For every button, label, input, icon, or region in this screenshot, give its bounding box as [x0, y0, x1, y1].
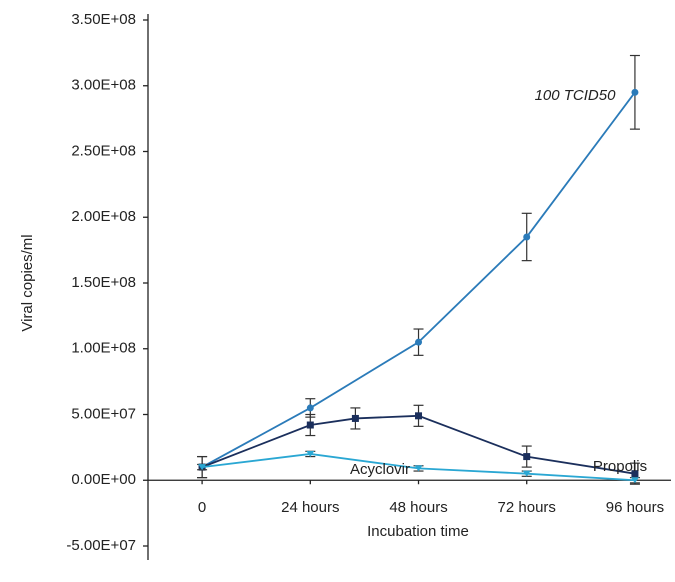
y-tick-label: 3.00E+08	[71, 77, 136, 94]
x-tick-label: 0	[198, 499, 206, 516]
point	[631, 88, 639, 96]
x-tick-label: 96 hours	[606, 499, 664, 516]
point	[414, 465, 423, 472]
y-tick-label: 3.50E+08	[71, 11, 136, 28]
point	[198, 464, 207, 471]
point	[523, 233, 531, 241]
x-tick-label: 72 hours	[498, 499, 556, 516]
y-tick-label: 1.00E+08	[71, 340, 136, 357]
series-line	[201, 414, 636, 475]
series-label: 100 TCID50	[535, 87, 617, 104]
point	[415, 412, 423, 420]
x-tick-label: 24 hours	[281, 499, 339, 516]
point	[522, 470, 531, 477]
x-tick-label: 48 hours	[389, 499, 447, 516]
point	[306, 450, 315, 457]
y-tick-label: 2.00E+08	[71, 208, 136, 225]
y-axis-label: Viral copies/ml	[19, 234, 36, 331]
series-label: Propolis	[593, 458, 647, 475]
y-tick-label: 0.00E+00	[71, 471, 136, 488]
y-tick-label: 2.50E+08	[71, 142, 136, 159]
x-axis-label: Incubation time	[367, 523, 469, 540]
point	[523, 453, 531, 461]
point	[306, 404, 314, 412]
y-tick-label: 5.00E+07	[71, 405, 136, 422]
y-tick-label: -5.00E+07	[66, 537, 136, 554]
y-tick-label: 1.50E+08	[71, 274, 136, 291]
point	[631, 470, 639, 478]
point	[351, 414, 359, 422]
series-label: Acyclovir	[350, 461, 410, 478]
point	[630, 477, 639, 484]
point	[306, 421, 314, 429]
point	[415, 338, 423, 346]
